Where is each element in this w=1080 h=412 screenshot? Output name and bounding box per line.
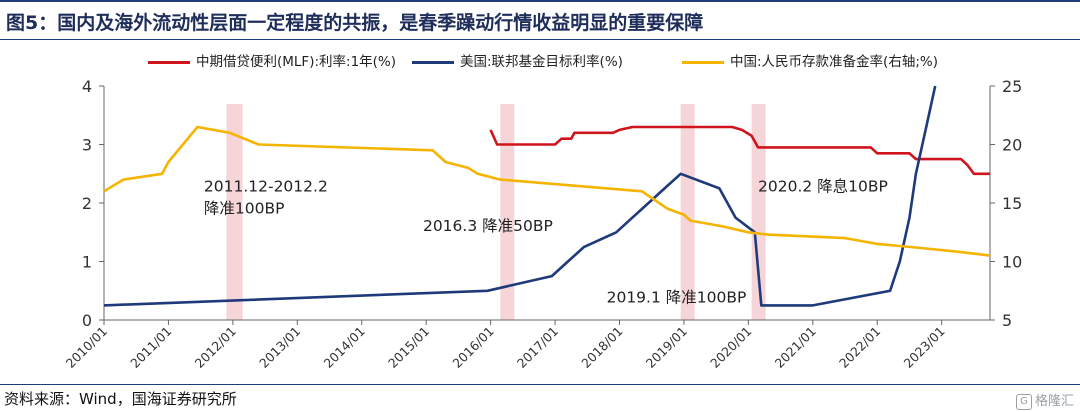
x-tick-label-13: 2023/01 [900,324,947,371]
legend-label-fed: 美国:联邦基金目标利率(%) [460,54,623,70]
right-tick-label-2: 15 [1002,194,1022,213]
shaded-period-3 [751,104,766,320]
x-tick-label-3: 2013/01 [256,324,303,371]
x-tick-label-6: 2016/01 [449,324,496,371]
watermark-text: 格隆汇 [1034,394,1074,409]
annotation-0-line-0: 2011.12-2012.2 [204,177,328,195]
annotation-1-line-0: 2016.3 降准50BP [423,217,553,235]
mlf-rate-line [489,125,990,176]
fed-funds-rate-line [103,85,937,307]
x-tick-label-5: 2015/01 [385,324,432,371]
right-tick-label-4: 25 [1002,77,1022,96]
x-tick-label-7: 2017/01 [514,324,561,371]
source-divider [0,384,1080,385]
x-tick-label-12: 2022/01 [836,324,883,371]
left-tick-label-1: 1 [82,253,92,272]
legend-label-mlf: 中期借贷便利(MLF):利率:1年(%) [196,54,397,70]
x-tick-label-2: 2012/01 [192,324,239,371]
annotation-3-line-0: 2020.2 降息10BP [758,177,888,195]
x-tick-label-1: 2011/01 [127,324,174,371]
left-tick-label-0: 0 [82,311,92,330]
annotation-0-line-1: 降准100BP [204,199,285,217]
title-bar: 图5：国内及海外流动性层面一定程度的共振，是春季躁动行情收益明显的重要保障 [0,0,1080,40]
left-tick-label-2: 2 [82,194,92,213]
legend-label-rrr: 中国:人民币存款准备金率(右轴;%) [730,54,938,70]
x-tick-label-10: 2020/01 [707,324,754,371]
right-tick-label-3: 20 [1002,136,1022,155]
x-tick-label-0: 2010/01 [63,324,110,371]
shaded-period-1 [500,104,515,320]
legend-swatch-mlf [148,60,190,64]
legend-item-rrr: 中国:人民币存款准备金率(右轴;%) [682,50,938,70]
right-tick-label-1: 10 [1002,253,1022,272]
left-tick-label-3: 3 [82,136,92,155]
x-tick-label-8: 2018/01 [578,324,625,371]
watermark: G 格隆汇 [1015,390,1074,410]
shaded-period-2 [680,104,695,320]
legend-item-fed: 美国:联邦基金目标利率(%) [412,50,623,70]
x-tick-label-4: 2014/01 [321,324,368,371]
legend-swatch-fed [412,60,454,64]
source-note: 资料来源：Wind，国海证券研究所 [4,390,237,408]
rrr-line [103,125,991,257]
annotation-2-line-0: 2019.1 降准100BP [607,288,747,306]
watermark-logo-icon: G [1015,393,1032,410]
x-tick-label-11: 2021/01 [772,324,819,371]
x-tick-label-9: 2019/01 [643,324,690,371]
legend-item-mlf: 中期借贷便利(MLF):利率:1年(%) [148,50,396,70]
right-tick-label-0: 5 [1002,311,1012,330]
left-tick-label-4: 4 [82,77,92,96]
legend-swatch-rrr [682,60,724,64]
chart-title: 图5：国内及海外流动性层面一定程度的共振，是春季躁动行情收益明显的重要保障 [6,12,704,34]
shaded-period-0 [226,104,243,320]
